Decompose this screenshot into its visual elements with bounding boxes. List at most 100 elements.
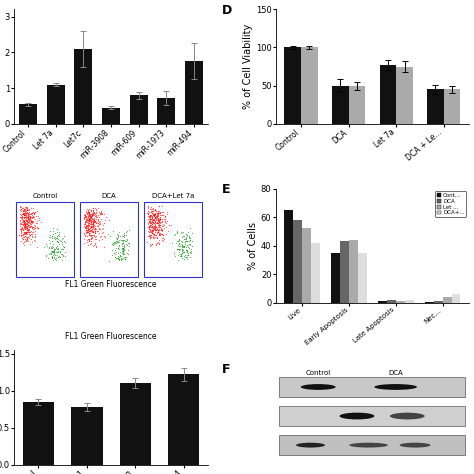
Point bbox=[173, 246, 181, 253]
Point bbox=[21, 222, 28, 229]
Point bbox=[155, 224, 163, 231]
Point bbox=[146, 211, 154, 219]
Point bbox=[82, 229, 90, 237]
Point bbox=[26, 218, 33, 226]
Point bbox=[89, 222, 97, 230]
Point bbox=[19, 225, 27, 233]
Point bbox=[54, 232, 62, 239]
Point bbox=[26, 215, 33, 222]
Point bbox=[122, 228, 130, 236]
Point bbox=[49, 247, 56, 255]
Point bbox=[173, 229, 181, 237]
Point bbox=[146, 234, 154, 242]
Bar bbox=[340, 241, 349, 302]
Point bbox=[54, 236, 61, 243]
Point bbox=[159, 237, 167, 244]
Point bbox=[91, 228, 98, 236]
Point bbox=[82, 223, 90, 231]
Point bbox=[186, 236, 194, 243]
Point bbox=[118, 239, 126, 247]
Point bbox=[83, 217, 91, 224]
Point bbox=[27, 218, 35, 226]
Point bbox=[22, 233, 29, 241]
Point bbox=[23, 230, 31, 237]
Point bbox=[21, 208, 28, 216]
Point bbox=[150, 216, 158, 223]
Point bbox=[62, 248, 69, 256]
Point bbox=[90, 219, 97, 227]
Point bbox=[95, 225, 103, 233]
Point bbox=[114, 254, 121, 262]
Point bbox=[82, 224, 89, 232]
Point bbox=[19, 218, 27, 226]
Point bbox=[35, 214, 43, 221]
Point bbox=[90, 223, 98, 231]
Point bbox=[87, 224, 95, 231]
Point bbox=[145, 226, 152, 233]
Point bbox=[124, 239, 131, 247]
Point bbox=[117, 252, 124, 260]
Point bbox=[85, 227, 92, 235]
Point bbox=[92, 205, 100, 213]
Point bbox=[175, 248, 183, 256]
Point bbox=[53, 256, 60, 264]
Point bbox=[94, 228, 101, 235]
Point bbox=[113, 236, 120, 243]
Point bbox=[26, 228, 33, 236]
Point bbox=[90, 217, 98, 224]
Point bbox=[154, 212, 162, 219]
Point bbox=[90, 241, 98, 249]
Point bbox=[19, 235, 27, 243]
Point bbox=[29, 225, 36, 233]
Point bbox=[185, 234, 192, 242]
Point bbox=[149, 219, 156, 226]
Point bbox=[80, 229, 88, 237]
Point bbox=[151, 218, 158, 225]
Point bbox=[89, 207, 97, 214]
Point bbox=[182, 246, 190, 254]
Point bbox=[20, 205, 28, 212]
Point bbox=[58, 245, 66, 253]
Point bbox=[86, 225, 94, 232]
Point bbox=[46, 233, 54, 241]
Point bbox=[29, 218, 36, 225]
Point bbox=[24, 218, 31, 225]
Point bbox=[50, 254, 58, 262]
Point bbox=[23, 210, 30, 217]
Point bbox=[153, 225, 161, 233]
Point bbox=[34, 212, 42, 220]
Point bbox=[54, 246, 62, 253]
Point bbox=[84, 228, 91, 236]
Point bbox=[54, 247, 62, 255]
Point bbox=[82, 226, 90, 234]
Point bbox=[96, 210, 104, 217]
Point bbox=[30, 213, 38, 221]
Point bbox=[150, 211, 158, 219]
Point bbox=[182, 251, 189, 259]
Point bbox=[185, 232, 192, 240]
Point bbox=[88, 222, 95, 229]
Point bbox=[186, 236, 194, 244]
Point bbox=[86, 214, 93, 222]
Point bbox=[87, 214, 94, 221]
Point bbox=[28, 213, 36, 221]
Point bbox=[115, 244, 122, 252]
Point bbox=[153, 208, 160, 215]
Point bbox=[86, 218, 93, 225]
Point bbox=[82, 218, 90, 226]
Point bbox=[17, 210, 24, 217]
Point bbox=[20, 209, 27, 217]
Point bbox=[21, 229, 28, 237]
Point bbox=[149, 207, 156, 215]
Point bbox=[146, 231, 154, 238]
Point bbox=[96, 209, 103, 216]
Point bbox=[88, 235, 95, 242]
Point bbox=[26, 216, 34, 224]
Point bbox=[84, 206, 92, 214]
Point bbox=[30, 210, 37, 217]
Point bbox=[20, 233, 28, 241]
Point bbox=[84, 211, 91, 219]
Point bbox=[24, 210, 32, 217]
Point bbox=[151, 217, 158, 225]
Point bbox=[110, 249, 118, 256]
